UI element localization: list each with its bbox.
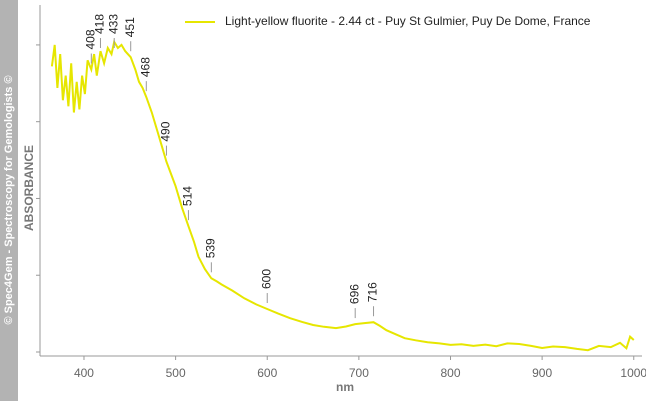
peak-label: 468 [138, 57, 152, 77]
peak-label: 716 [366, 282, 380, 302]
x-tick-label: 900 [532, 366, 552, 380]
peak-label: 408 [83, 29, 97, 49]
x-tick-label: 600 [257, 366, 277, 380]
peak-label: 451 [123, 17, 137, 37]
watermark: © Spec4Gem - Spectroscopy for Gemologist… [3, 75, 15, 324]
x-tick-label: 400 [74, 366, 94, 380]
legend-label: Light-yellow fluorite - 2.44 ct - Puy St… [225, 14, 591, 28]
x-tick-label: 1000 [620, 366, 646, 380]
peak-label: 600 [259, 269, 273, 289]
watermark-strip [0, 0, 18, 401]
peak-label: 433 [106, 14, 120, 34]
spectrum-line [50, 39, 635, 352]
peak-label: 514 [181, 186, 195, 206]
x-tick-label: 800 [440, 366, 460, 380]
peak-label: 490 [159, 121, 173, 141]
peak-label: 696 [347, 284, 361, 304]
peak-label: 418 [93, 14, 107, 34]
peak-label: 539 [204, 238, 218, 258]
x-axis-label: nm [336, 380, 354, 394]
y-axis-label: ABSORBANCE [22, 145, 36, 231]
x-tick-label: 500 [166, 366, 186, 380]
x-tick-label: 700 [349, 366, 369, 380]
